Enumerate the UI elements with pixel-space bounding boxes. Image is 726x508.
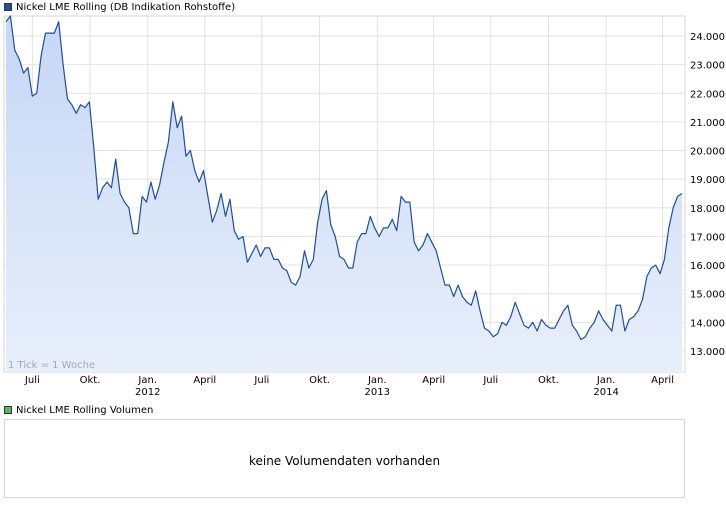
volume-chart: keine Volumendaten vorhanden [4, 419, 685, 498]
y-tick-label: 16.000 [690, 261, 725, 272]
price-area-fill [6, 16, 682, 372]
y-axis-ticks: 13.000 14.000 15.000 16.000 17.000 18.000 19.0… [690, 32, 725, 358]
x-tick-label: Okt. [309, 375, 330, 386]
y-tick-label: 23.000 [690, 61, 725, 72]
volume-legend-label: Nickel LME Rolling Volumen [16, 404, 154, 416]
y-tick-label: 13.000 [690, 347, 725, 358]
volume-empty-message: keine Volumendaten vorhanden [248, 454, 441, 468]
x-tick-label: Juli [24, 375, 40, 386]
y-tick-label: 19.000 [690, 175, 725, 186]
price-legend-swatch [4, 3, 12, 11]
price-line [5, 15, 683, 341]
y-tick-label: 15.000 [690, 290, 725, 301]
x-tick-label: Jan. [596, 375, 616, 386]
x-tick-label: Juli [482, 375, 498, 386]
price-area [6, 16, 682, 372]
y-tick-label: 20.000 [690, 147, 725, 158]
x-tick-label: April [651, 375, 674, 386]
y-tick-label: 14.000 [690, 318, 725, 329]
y-tick-label: 18.000 [690, 204, 725, 215]
x-year-label: 2012 [135, 387, 160, 398]
price-series [5, 15, 683, 341]
volume-legend-swatch [4, 406, 12, 414]
x-tick-label: Okt. [80, 375, 101, 386]
y-tick-label: 21.000 [690, 118, 725, 129]
y-tick-label: 24.000 [690, 32, 725, 43]
volume-legend: Nickel LME Rolling Volumen [4, 403, 153, 417]
x-tick-label: April [193, 375, 216, 386]
y-tick-label: 22.000 [690, 89, 725, 100]
y-tick-label: 17.000 [690, 232, 725, 243]
tick-note: 1 Tick = 1 Woche [8, 360, 95, 371]
x-year-label: 2013 [365, 387, 390, 398]
x-tick-label: Okt. [538, 375, 559, 386]
x-tick-label: April [422, 375, 445, 386]
price-legend: Nickel LME Rolling (DB Indikation Rohsto… [4, 0, 235, 14]
x-tick-label: Jan. [367, 375, 387, 386]
x-tick-label: Jan. [137, 375, 157, 386]
x-year-label: 2014 [593, 387, 618, 398]
price-legend-label: Nickel LME Rolling (DB Indikation Rohsto… [16, 1, 236, 13]
x-tick-label: Juli [253, 375, 269, 386]
price-chart: 13.000 14.000 15.000 16.000 17.000 18.000 19.0… [3, 15, 725, 398]
